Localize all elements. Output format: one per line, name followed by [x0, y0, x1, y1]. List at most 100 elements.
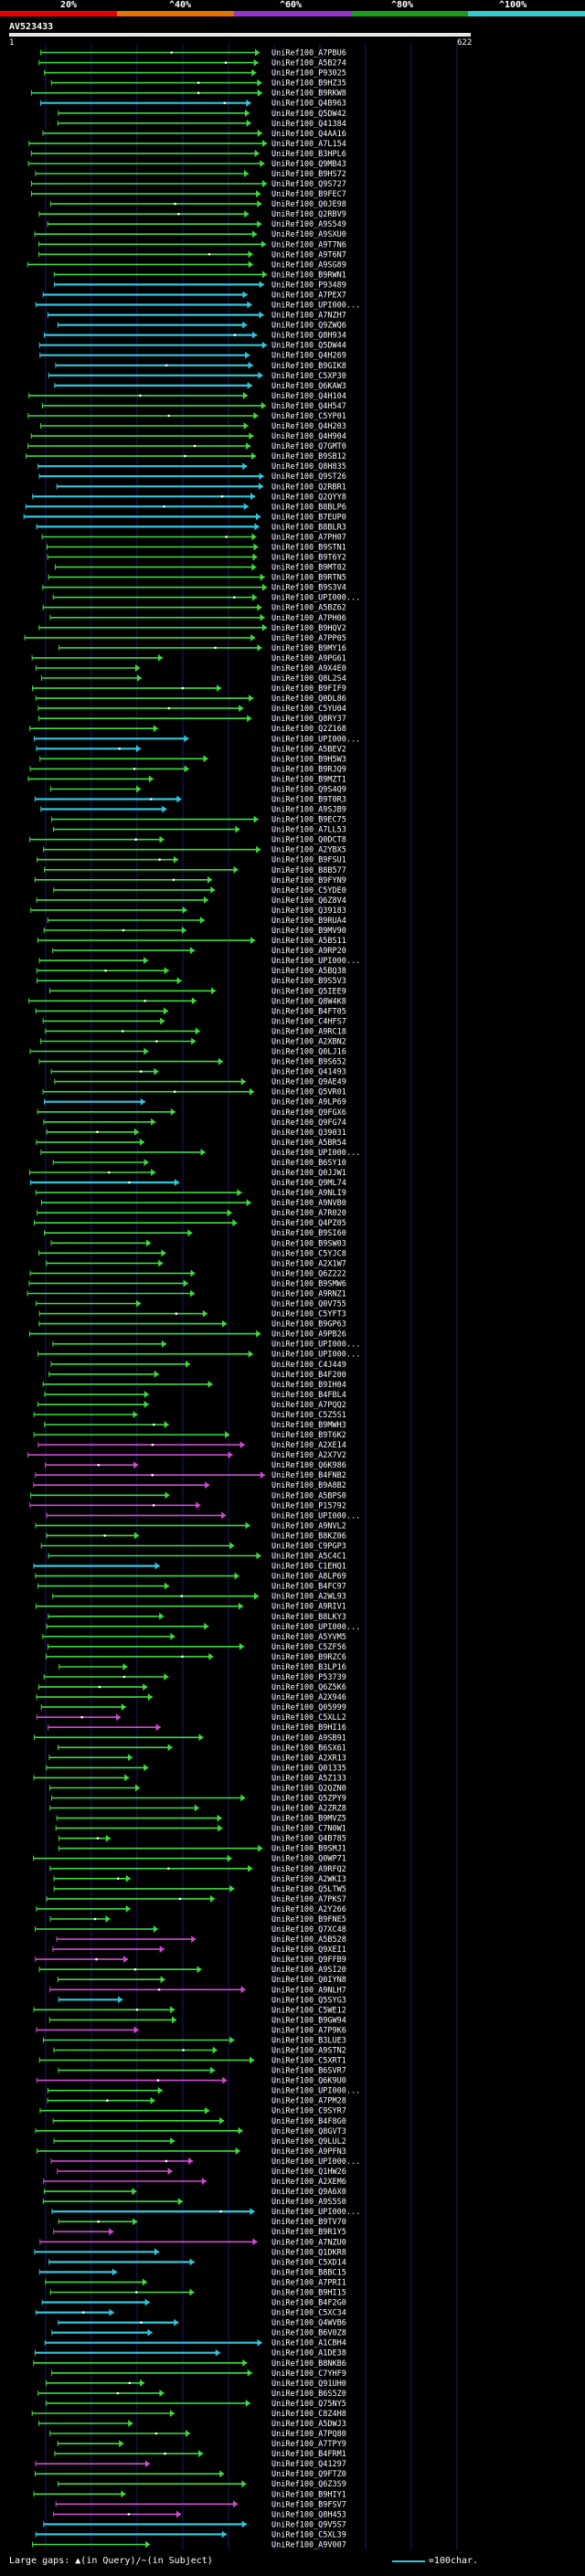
hit-label[interactable]: UniRef100_B6SVR7: [271, 2067, 346, 2076]
hit-row[interactable]: UniRef100_B8NKB6: [33, 2359, 346, 2369]
hit-label[interactable]: UniRef100_C5YU04: [271, 705, 346, 714]
hit-row[interactable]: UniRef100_Q9FG74: [43, 1118, 346, 1128]
hit-label[interactable]: UniRef100_Q41384: [271, 120, 346, 129]
hit-label[interactable]: UniRef100_B9FSU1: [271, 856, 346, 865]
hit-label[interactable]: UniRef100_Q8GVT3: [271, 2127, 346, 2136]
hit-label[interactable]: UniRef100_A2XR13: [271, 1754, 346, 1763]
hit-row[interactable]: UniRef100_B9S652: [38, 1057, 346, 1067]
hit-row[interactable]: UniRef100_C5YFT3: [38, 1309, 346, 1320]
hit-label[interactable]: UniRef100_B4F200: [271, 1371, 346, 1380]
hit-label[interactable]: UniRef100_B9SMW6: [271, 1279, 346, 1288]
hit-row[interactable]: UniRef100_A5BS11: [37, 937, 346, 946]
hit-label[interactable]: UniRef100_B9MV90: [271, 927, 346, 936]
hit-row[interactable]: UniRef100_A9SG89: [27, 260, 346, 270]
hit-label[interactable]: UniRef100_P53739: [271, 1673, 346, 1682]
hit-row[interactable]: UniRef100_Q4AA16: [42, 129, 346, 139]
hit-row[interactable]: UniRef100_Q9FFB9: [35, 1956, 346, 1965]
hit-label[interactable]: UniRef100_Q6K9U0: [271, 2077, 346, 2086]
hit-label[interactable]: UniRef100_A7NZU0: [271, 2238, 346, 2247]
hit-row[interactable]: UniRef100_B4F2G0: [41, 2298, 346, 2308]
hit-row[interactable]: UniRef100_B9MY16: [58, 643, 346, 653]
hit-label[interactable]: UniRef100_C5WE12: [271, 2006, 346, 2015]
hit-row[interactable]: UniRef100_Q8H453: [53, 2510, 346, 2519]
hit-row[interactable]: UniRef100_A5BEV2: [36, 745, 346, 754]
hit-row[interactable]: UniRef100_A9NVB0: [41, 1199, 346, 1208]
hit-label[interactable]: UniRef100_C5XP30: [271, 372, 346, 381]
hit-row[interactable]: UniRef100_Q0JJW1: [29, 1169, 346, 1178]
hit-row[interactable]: UniRef100_B9GIK8: [55, 361, 346, 371]
hit-label[interactable]: UniRef100_B4F8G0: [271, 2117, 346, 2126]
hit-label[interactable]: UniRef100_B9T0R3: [271, 796, 346, 805]
hit-label[interactable]: UniRef100_A7PM28: [271, 2097, 346, 2106]
hit-row[interactable]: UniRef100_Q6Z5K6: [38, 1683, 346, 1692]
hit-label[interactable]: UniRef100_B9T6Y2: [271, 554, 346, 563]
hit-label[interactable]: UniRef100_Q39031: [271, 1129, 346, 1138]
hit-row[interactable]: UniRef100_A2X7V2: [27, 1451, 346, 1460]
hit-row[interactable]: UniRef100_B9SW03: [50, 1239, 346, 1248]
hit-row[interactable]: UniRef100_Q0IYN8: [57, 1976, 346, 1985]
hit-label[interactable]: UniRef100_Q9AE49: [271, 1078, 346, 1087]
hit-row[interactable]: UniRef100_UPI000...: [35, 301, 360, 311]
hit-row[interactable]: UniRef100_Q9A6X0: [43, 2188, 346, 2197]
hit-label[interactable]: UniRef100_A9SB91: [271, 1733, 346, 1743]
hit-row[interactable]: UniRef100_Q9FGX6: [37, 1108, 346, 1118]
hit-row[interactable]: UniRef100_B8KZ06: [46, 1532, 346, 1541]
hit-row[interactable]: UniRef100_Q4H269: [39, 351, 346, 361]
hit-label[interactable]: UniRef100_P93025: [271, 69, 346, 79]
hit-row[interactable]: UniRef100_Q5IEE9: [48, 987, 346, 996]
hit-label[interactable]: UniRef100_UPI000...: [271, 735, 360, 744]
hit-row[interactable]: UniRef100_Q2QZN0: [49, 1784, 346, 1794]
hit-label[interactable]: UniRef100_A2X7V2: [271, 1451, 346, 1460]
hit-row[interactable]: UniRef100_A9LP69: [44, 1097, 346, 1108]
hit-label[interactable]: UniRef100_A7LL53: [271, 826, 346, 835]
hit-label[interactable]: UniRef100_Q9FGX6: [271, 1108, 346, 1118]
hit-label[interactable]: UniRef100_A9LP69: [271, 1098, 346, 1108]
hit-row[interactable]: UniRef100_Q8W4K8: [28, 997, 346, 1006]
hit-row[interactable]: UniRef100_A7L154: [28, 139, 346, 149]
hit-label[interactable]: UniRef100_A2X1W7: [271, 1259, 346, 1268]
hit-label[interactable]: UniRef100_A1DE38: [271, 2349, 346, 2359]
hit-label[interactable]: UniRef100_A9S549: [271, 220, 346, 229]
hit-row[interactable]: UniRef100_A2YBX5: [43, 845, 346, 855]
hit-label[interactable]: UniRef100_Q4H547: [271, 402, 346, 411]
hit-row[interactable]: UniRef100_UPI000...: [37, 1350, 361, 1360]
hit-row[interactable]: UniRef100_B9FSV7: [55, 2500, 346, 2509]
hit-label[interactable]: UniRef100_A5C4C1: [271, 1553, 346, 1562]
hit-row[interactable]: UniRef100_A5Z133: [33, 1774, 346, 1783]
hit-row[interactable]: UniRef100_Q9ST26: [38, 472, 346, 482]
hit-label[interactable]: UniRef100_Q0V755: [271, 1300, 346, 1309]
hit-label[interactable]: UniRef100_UPI000...: [271, 594, 360, 603]
hit-row[interactable]: UniRef100_A9NLH7: [49, 1986, 346, 1995]
hit-row[interactable]: UniRef100_Q01335: [46, 1764, 346, 1773]
hit-label[interactable]: UniRef100_B8NKB6: [271, 2359, 346, 2369]
hit-row[interactable]: UniRef100_B7EUP0: [23, 513, 346, 522]
hit-row[interactable]: UniRef100_B9S5V3: [37, 977, 346, 986]
hit-row[interactable]: UniRef100_A9SI20: [38, 1966, 346, 1975]
hit-row[interactable]: UniRef100_B8LKY3: [48, 1612, 346, 1622]
hit-row[interactable]: UniRef100_B9IH04: [42, 1380, 346, 1390]
hit-row[interactable]: UniRef100_A2XE14: [37, 1441, 346, 1450]
hit-label[interactable]: UniRef100_Q9ZWQ6: [271, 322, 346, 331]
hit-label[interactable]: UniRef100_A9NLH7: [271, 1986, 346, 1995]
hit-label[interactable]: UniRef100_A7TPY9: [271, 2440, 346, 2449]
hit-row[interactable]: UniRef100_Q8RY37: [38, 715, 346, 724]
hit-row[interactable]: UniRef100_UPI000...: [50, 2157, 360, 2167]
hit-row[interactable]: UniRef100_C5Z5S1: [33, 1411, 346, 1420]
hit-label[interactable]: UniRef100_Q4B785: [271, 1835, 346, 1844]
hit-label[interactable]: UniRef100_Q9V5S7: [271, 2520, 346, 2529]
hit-row[interactable]: UniRef100_Q9ML74: [29, 1179, 346, 1188]
hit-label[interactable]: UniRef100_Q9FFB9: [271, 1956, 346, 1965]
hit-row[interactable]: UniRef100_A9NLI9: [35, 1189, 346, 1198]
hit-row[interactable]: UniRef100_A9RFQ2: [49, 1864, 346, 1874]
hit-row[interactable]: UniRef100_A2X1W7: [46, 1259, 346, 1268]
hit-row[interactable]: UniRef100_B9FYN9: [34, 875, 346, 885]
hit-row[interactable]: UniRef100_Q41493: [50, 1067, 346, 1077]
hit-label[interactable]: UniRef100_Q4B963: [271, 100, 346, 109]
hit-row[interactable]: UniRef100_A5BR54: [36, 1138, 346, 1148]
hit-label[interactable]: UniRef100_Q05999: [271, 1703, 346, 1712]
hit-label[interactable]: UniRef100_B9HQV2: [271, 624, 346, 633]
hit-row[interactable]: UniRef100_A2XR13: [48, 1754, 346, 1763]
hit-row[interactable]: UniRef100_B9STN1: [47, 543, 346, 553]
hit-label[interactable]: UniRef100_Q8H934: [271, 332, 346, 341]
hit-label[interactable]: UniRef100_B3LP16: [271, 1663, 346, 1672]
